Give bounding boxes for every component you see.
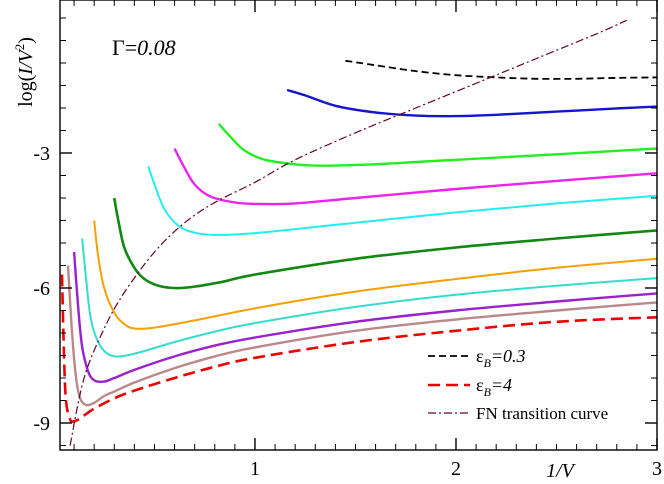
y-axis-title-italic: I/V xyxy=(15,47,37,75)
gamma-symbol: Γ xyxy=(112,35,125,60)
gamma-annotation: Γ=0.08 xyxy=(112,35,176,60)
series-purple xyxy=(72,251,657,384)
y-axis-title: log(I/V2) xyxy=(12,37,37,107)
y-axis-title-pre: log( xyxy=(15,74,37,107)
legend-symbol-eps-4: ε xyxy=(476,375,484,395)
series-lightgreen xyxy=(217,122,657,167)
series-magenta xyxy=(173,147,657,206)
x-axis-title: 1/V xyxy=(546,460,577,482)
y-tick-label: -3 xyxy=(33,143,50,165)
x-tick-label: 2 xyxy=(451,458,461,480)
series-eps_4 xyxy=(60,274,657,423)
series-cyan xyxy=(147,166,657,236)
y-axis-title-sup: 2 xyxy=(12,44,27,51)
legend: εB=0.3 εB=4 FN transition curve xyxy=(428,346,608,423)
plot-frame xyxy=(59,0,658,451)
y-tick-label: -6 xyxy=(33,278,50,300)
series-layer xyxy=(60,19,657,446)
legend-label-eps-4: εB=4 xyxy=(476,375,512,399)
legend-sub-eps-0-3: B xyxy=(484,356,492,370)
legend-label-eps-0-3: εB=0.3 xyxy=(476,346,526,370)
legend-sub-eps-4: B xyxy=(484,385,492,399)
series-orange xyxy=(93,220,657,330)
ticks-layer: 1 2 3 -3 -6 -9 xyxy=(33,0,662,480)
series-rosybrown xyxy=(66,265,657,407)
legend-value-eps-4: =4 xyxy=(491,375,512,395)
legend-symbol-eps-0-3: ε xyxy=(476,346,484,366)
series-turquoise xyxy=(81,238,657,358)
gamma-equals: = xyxy=(125,35,137,60)
legend-value-eps-0-3: =0.3 xyxy=(491,346,526,366)
x-tick-label: 1 xyxy=(250,458,260,480)
series-blue xyxy=(286,88,657,118)
gamma-value: 0.08 xyxy=(137,35,176,60)
series-fn_transition xyxy=(69,19,628,446)
series-green xyxy=(113,197,657,290)
x-tick-label: 3 xyxy=(652,458,662,480)
y-axis-title-post: ) xyxy=(15,37,37,44)
y-tick-label: -9 xyxy=(33,413,50,435)
legend-label-fn: FN transition curve xyxy=(476,404,608,423)
